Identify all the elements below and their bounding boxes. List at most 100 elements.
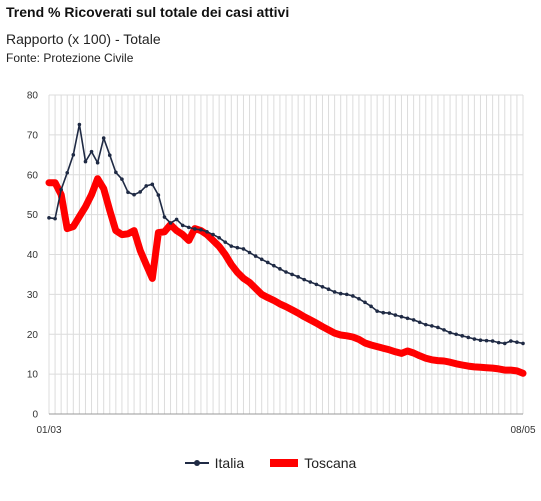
data-point-italia: [247, 250, 252, 255]
data-point-italia: [89, 149, 94, 154]
data-point-italia: [144, 184, 149, 188]
data-point-italia: [71, 153, 76, 157]
data-point-italia: [211, 232, 215, 237]
data-point-italia: [132, 192, 136, 197]
data-point-italia: [186, 225, 191, 230]
data-point-italia: [509, 339, 513, 343]
chart-legend: Italia Toscana: [0, 455, 541, 471]
data-point-italia: [83, 159, 88, 164]
data-point-italia: [478, 338, 483, 343]
data-point-italia: [193, 227, 197, 231]
data-point-italia: [436, 325, 440, 330]
data-point-italia: [338, 291, 343, 296]
data-point-italia: [180, 223, 185, 228]
y-tick-label: 40: [27, 250, 39, 261]
data-point-italia: [95, 160, 100, 165]
data-point-italia: [417, 320, 422, 325]
data-point-italia: [253, 254, 258, 258]
data-point-italia: [320, 284, 325, 289]
data-point-italia: [369, 304, 373, 309]
data-point-italia: [344, 292, 349, 297]
data-point-italia: [47, 216, 51, 220]
y-tick-label: 70: [27, 130, 39, 141]
data-point-italia: [265, 260, 270, 265]
data-point-italia: [466, 335, 471, 340]
data-point-italia: [351, 294, 355, 298]
data-point-italia: [448, 330, 452, 335]
data-point-italia: [472, 337, 477, 341]
data-point-italia: [363, 300, 367, 305]
data-point-italia: [229, 244, 234, 248]
data-point-italia: [381, 310, 386, 315]
data-point-italia: [460, 334, 465, 338]
data-point-italia: [302, 277, 307, 282]
data-point-italia: [101, 136, 106, 140]
data-point-italia: [59, 187, 63, 192]
data-point-italia: [114, 170, 118, 175]
data-point-italia: [53, 216, 57, 221]
data-point-italia: [326, 287, 331, 291]
data-point-italia: [399, 314, 404, 319]
data-point-italia: [521, 341, 525, 346]
data-point-italia: [223, 240, 228, 244]
data-point-italia: [156, 193, 161, 197]
data-point-italia: [454, 332, 458, 337]
data-point-italia: [235, 245, 240, 250]
data-point-italia: [405, 316, 410, 321]
y-tick-label: 50: [27, 210, 39, 221]
data-point-italia: [272, 263, 276, 268]
data-point-italia: [77, 122, 82, 127]
data-point-italia: [241, 247, 246, 251]
data-point-italia: [430, 324, 434, 328]
data-point-italia: [107, 153, 112, 158]
series-line-toscana: [45, 175, 527, 377]
data-point-italia: [290, 272, 294, 277]
legend-swatch-toscana: [270, 459, 299, 467]
data-point-italia: [484, 338, 489, 343]
data-point-italia: [515, 340, 519, 345]
legend-label-toscana: Toscana: [304, 455, 357, 471]
data-point-italia: [423, 322, 428, 327]
data-point-italia: [259, 257, 264, 262]
chart-source: Fonte: Protezione Civile: [6, 51, 134, 65]
data-point-italia: [387, 311, 392, 315]
data-point-italia: [199, 227, 203, 232]
data-point-italia: [150, 182, 155, 187]
y-tick-label: 10: [27, 370, 39, 381]
data-point-italia: [162, 215, 167, 219]
line-chart: 0 10 20 30 40 50 60 70 80 01/03 08/05: [27, 91, 536, 437]
data-point-italia: [174, 217, 179, 222]
legend-item-italia[interactable]: Italia: [184, 455, 245, 471]
y-tick-label: 80: [27, 91, 39, 102]
data-point-italia: [284, 270, 288, 274]
data-point-italia: [411, 318, 416, 322]
x-tick-label-start: 01/03: [36, 425, 61, 436]
data-point-italia: [296, 275, 300, 279]
data-point-italia: [217, 235, 221, 240]
data-point-italia: [442, 328, 446, 332]
data-point-italia: [120, 177, 124, 181]
data-point-italia: [375, 309, 379, 313]
data-point-italia: [332, 290, 337, 294]
legend-label-italia: Italia: [214, 455, 245, 471]
data-point-italia: [314, 282, 319, 287]
legend-swatch-italia: [184, 460, 209, 466]
data-point-italia: [490, 339, 495, 343]
y-tick-label: 30: [27, 290, 39, 301]
y-tick-label: 20: [27, 330, 39, 341]
data-point-italia: [393, 313, 398, 317]
data-point-italia: [205, 229, 209, 234]
y-tick-label: 60: [27, 170, 39, 181]
data-point-italia: [126, 190, 130, 195]
data-point-italia: [496, 340, 501, 345]
legend-item-toscana[interactable]: Toscana: [270, 455, 356, 471]
data-point-italia: [357, 296, 361, 301]
data-point-italia: [65, 170, 70, 175]
data-point-italia: [278, 267, 282, 271]
chart-title: Trend % Ricoverati sul totale dei casi a…: [6, 4, 290, 20]
chart-subtitle: Rapporto (x 100) - Totale: [6, 31, 161, 47]
data-point-italia: [308, 280, 313, 284]
y-tick-label: 0: [32, 410, 38, 421]
data-point-italia: [138, 190, 142, 194]
x-tick-label-end: 08/05: [510, 425, 535, 436]
